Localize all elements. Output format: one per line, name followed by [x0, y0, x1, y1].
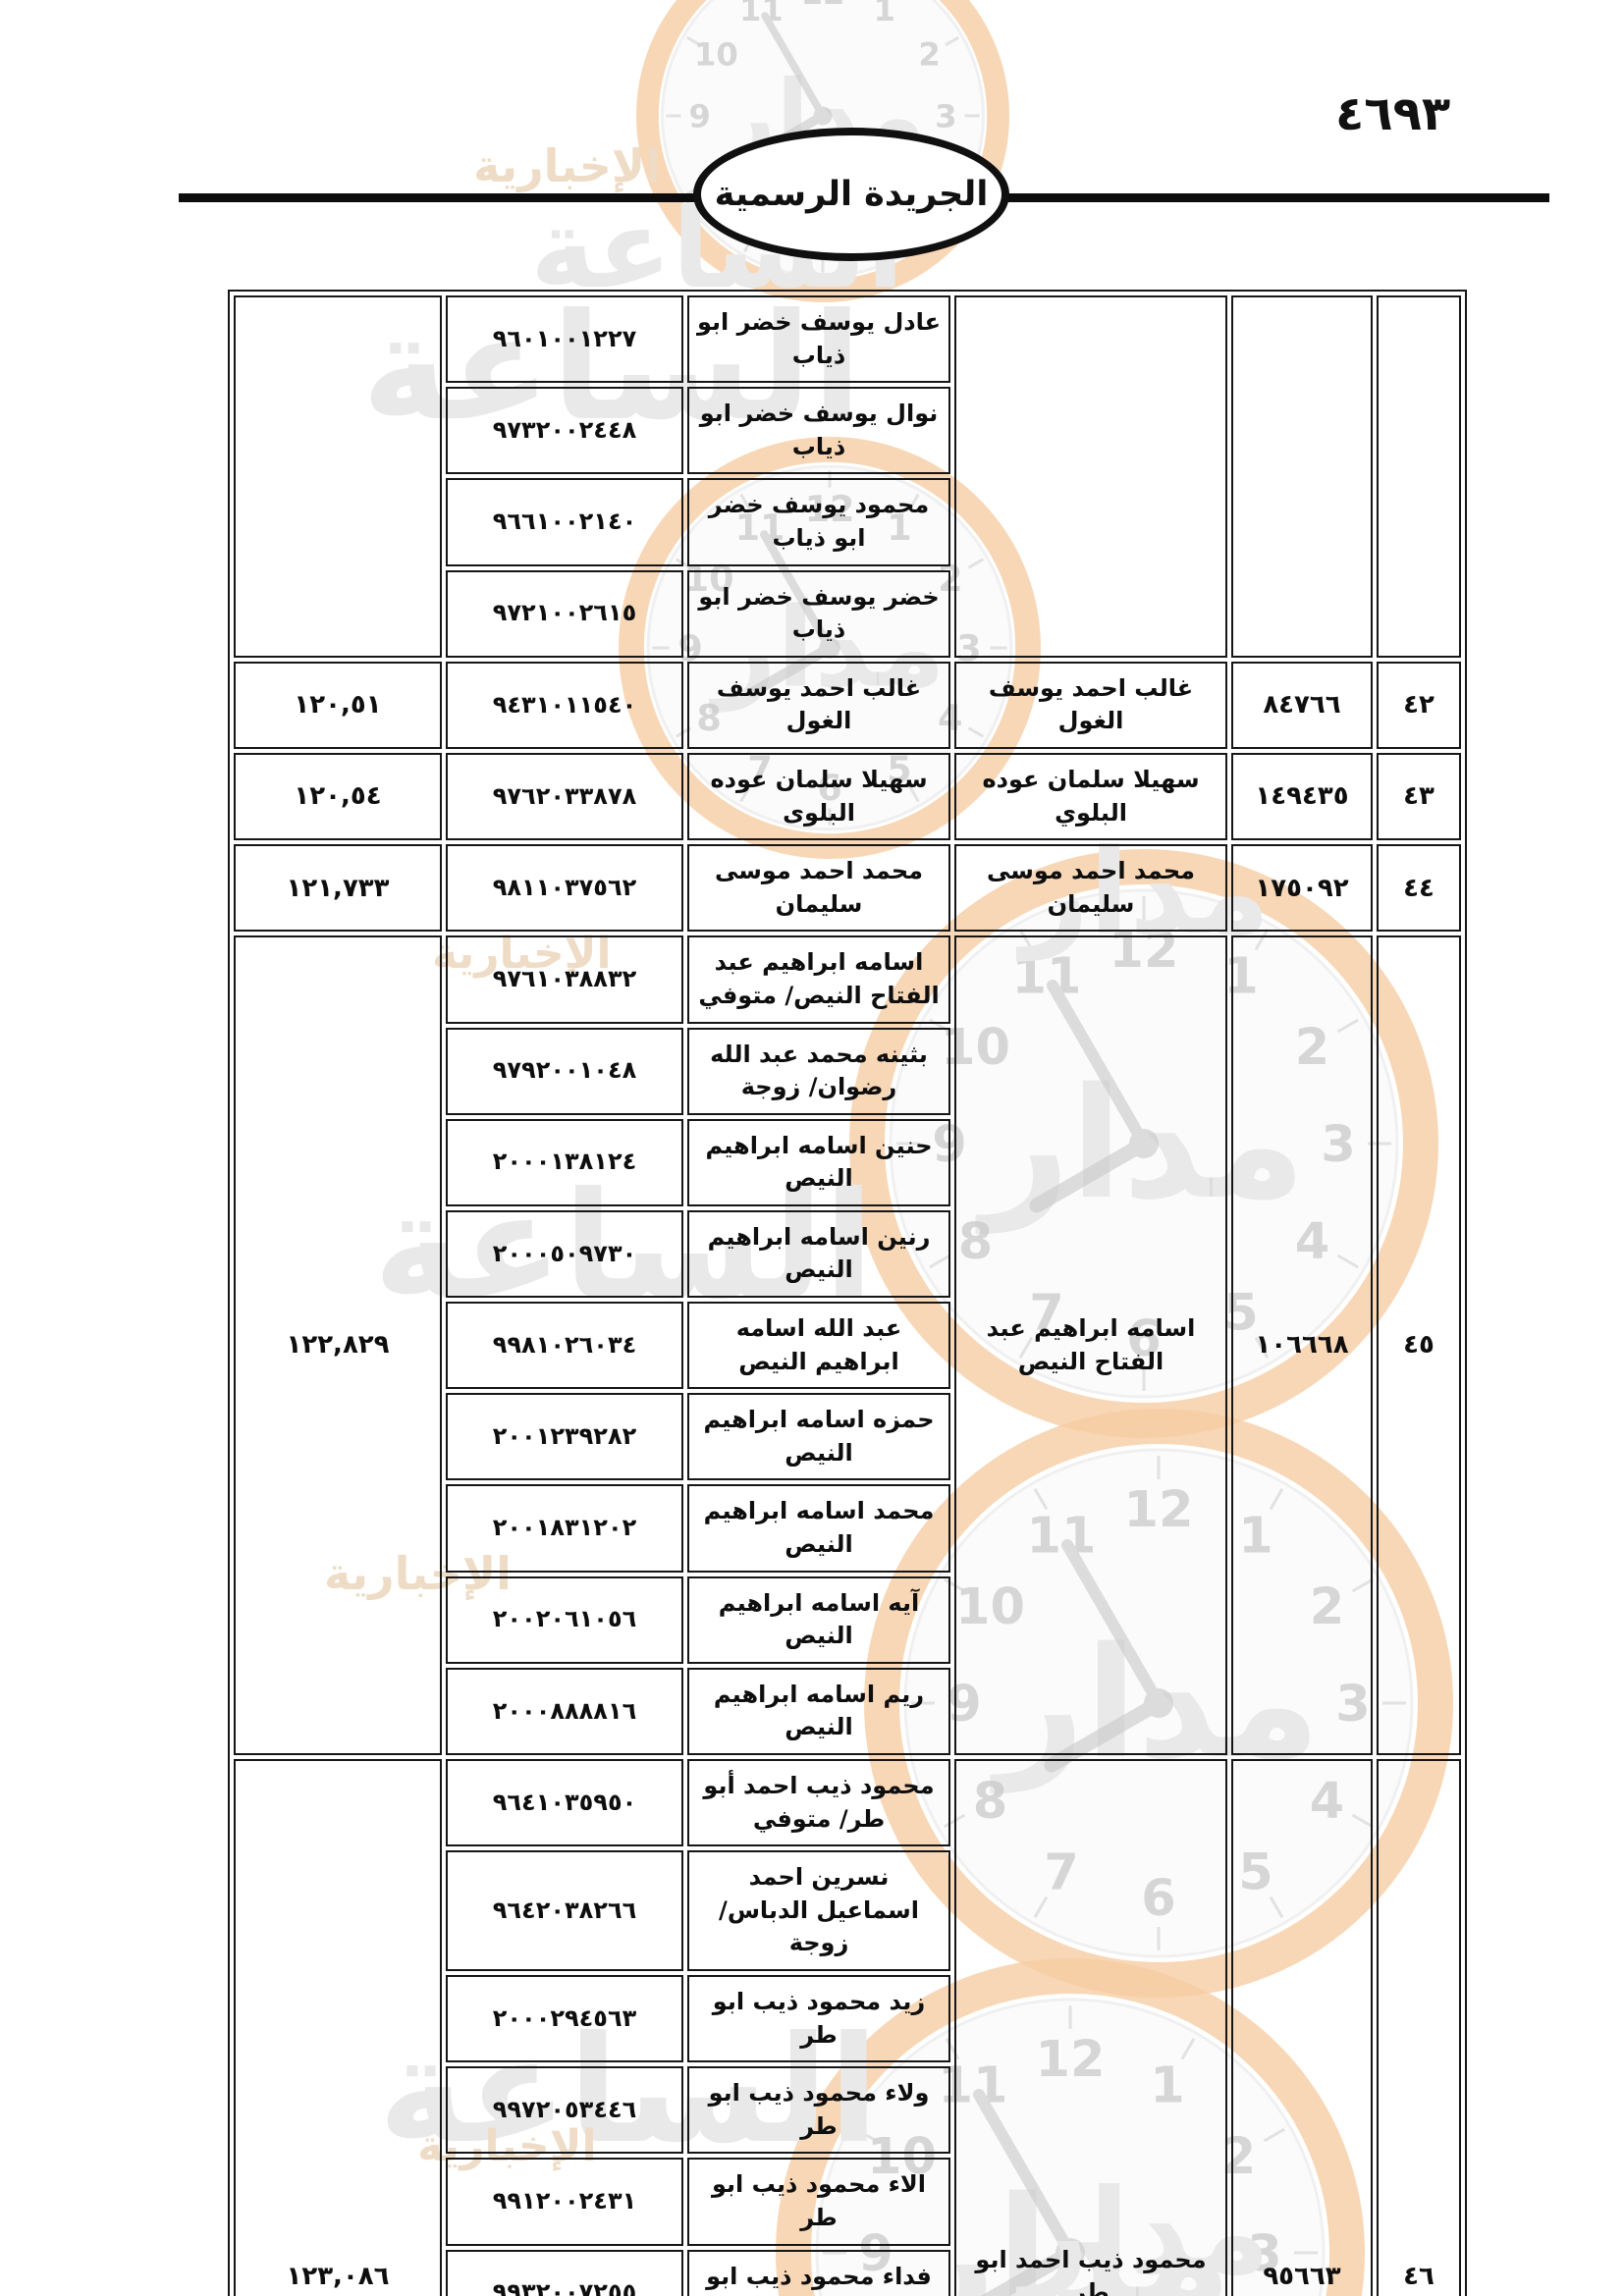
member-name-cell: عبد الله اسامه ابراهيم النيص — [687, 1302, 950, 1390]
watermark-clock-number: 9 — [688, 97, 710, 134]
amount-cell: ١٢٠,٥١ — [234, 661, 442, 749]
member-name-cell: اسامه ابراهيم عبد الفتاح النيص/ متوفي — [687, 935, 950, 1024]
national-id-cell: ٩٨١١٠٣٧٥٦٢ — [446, 844, 683, 933]
member-name-cell: بثينه محمد عبد الله رضوان/ زوجة — [687, 1027, 950, 1115]
watermark-clock-number: 12 — [801, 0, 845, 12]
member-name-cell: عادل يوسف خضر ابو ذياب — [687, 295, 950, 384]
member-name-cell: زيد محمود ذيب ابو طر — [687, 1974, 950, 2063]
main-heir-name-cell: محمد احمد موسى سليمان — [954, 844, 1227, 933]
serial-cell: ٤٦ — [1377, 1759, 1461, 2296]
watermark-text: الإخبارية — [473, 139, 661, 192]
member-name-cell: نسرين احمد اسماعيل الدباس/ زوجة — [687, 1850, 950, 1971]
national-id-cell: ٩٦٠١٠٠١٢٢٧ — [446, 295, 683, 384]
member-name-cell: رنين اسامه ابراهيم النيص — [687, 1209, 950, 1299]
serial-cell: ٤٤ — [1377, 844, 1461, 933]
serial-cell: ٤٥ — [1377, 935, 1461, 1755]
table-row: ٤٥ ١٠٦٦٦٨ اسامه ابراهيم عبد الفتاح النيص اس… — [234, 935, 1461, 1755]
national-id-cell: ٩٩٣٢٠٠٧٢٥٥ — [446, 2249, 683, 2296]
national-id-cell: ٢٠٠٠١٣٨١٢٤ — [446, 1118, 683, 1206]
table-row: عادل يوسف خضر ابو ذياب ٩٦٠١٠٠١٢٢٧ — [234, 295, 1461, 658]
main-heir-name-cell — [954, 295, 1227, 658]
amount-cell: ١٢٢,٨٢٩ — [234, 935, 442, 1755]
national-id-cell: ٢٠٠٠٨٨٨٨١٦ — [446, 1667, 683, 1755]
national-id-cell: ٩٧٦٢٠٣٣٨٧٨ — [446, 752, 683, 841]
gazette-title: الجريدة الرسمية — [714, 175, 989, 214]
serial-cell — [1377, 295, 1461, 658]
member-name-cell: الاء محمود ذيب ابو طر — [687, 2158, 950, 2246]
national-id-cell: ٩٦٤١٠٣٥٩٥٠ — [446, 1759, 683, 1847]
national-id-cell: ٩٧٣٢٠٠٢٤٤٨ — [446, 387, 683, 475]
amount-cell: ١٢١,٧٣٣ — [234, 844, 442, 933]
member-name-cell: حنين اسامه ابراهيم النيص — [687, 1118, 950, 1206]
amount-cell: ١٢٠,٥٤ — [234, 752, 442, 841]
national-id-cell: ٢٠٠٠٥٠٩٧٣٠ — [446, 1209, 683, 1299]
case-number-cell — [1231, 295, 1373, 658]
member-name-cell: محمود يوسف خضر ابو ذياب — [687, 478, 950, 566]
national-id-cell: ٢٠٠١٨٣١٢٠٢ — [446, 1484, 683, 1573]
case-number-cell: ١٠٦٦٦٨ — [1231, 935, 1373, 1755]
main-heir-name-cell: محمود ذيب احمد ابو طر — [954, 1759, 1227, 2296]
member-name-cell: سهيلا سلمان عوده البلوى — [687, 752, 950, 841]
member-name-cell: محمد احمد موسى سليمان — [687, 844, 950, 933]
watermark-clock-number: 3 — [935, 97, 956, 134]
national-id-cell: ٩٧٦١٠٣٨٨٣٢ — [446, 935, 683, 1024]
national-id-cell: ٩٤٣١٠١١٥٤٠ — [446, 661, 683, 749]
case-number-cell: ٨٤٧٦٦ — [1231, 661, 1373, 749]
case-number-cell: ١٧٥٠٩٢ — [1231, 844, 1373, 933]
table-row: ٤٢ ٨٤٧٦٦ غالب احمد يوسف الغول غالب احمد يوس… — [234, 661, 1461, 749]
national-id-cell: ٩٦٦١٠٠٢١٤٠ — [446, 478, 683, 566]
watermark-clock-number: 11 — [739, 0, 784, 28]
national-id-cell: ٩٧٢١٠٠٢٦١٥ — [446, 569, 683, 658]
serial-cell: ٤٢ — [1377, 661, 1461, 749]
main-heir-name-cell: غالب احمد يوسف الغول — [954, 661, 1227, 749]
table-row: محمد اسامه ابراهيم النيص ٢٠٠١٨٣١٢٠٢ — [234, 1484, 1461, 1573]
national-id-cell: ٢٠٠٠٢٩٤٥٦٣ — [446, 1974, 683, 2063]
watermark-clock-number: 2 — [918, 36, 940, 74]
records-table: عادل يوسف خضر ابو ذياب ٩٦٠١٠٠١٢٢٧ نوال يوس… — [228, 290, 1467, 2296]
national-id-cell: ٩٩٧٢٠٥٣٤٤٦ — [446, 2066, 683, 2155]
main-heir-name-cell: اسامه ابراهيم عبد الفتاح النيص — [954, 935, 1227, 1755]
case-number-cell: ٩٥٦٦٣ — [1231, 1759, 1373, 2296]
member-name-cell: نوال يوسف خضر ابو ذياب — [687, 387, 950, 475]
table-row: ٤٦ ٩٥٦٦٣ محمود ذيب احمد ابو طر محمود ذيب اح… — [234, 1759, 1461, 2296]
national-id-cell: ٩٩٨١٠٢٦٠٣٤ — [446, 1302, 683, 1390]
table-row: ٤٣ ١٤٩٤٣٥ سهيلا سلمان عوده البلوي سهيلا سلم… — [234, 752, 1461, 841]
main-heir-name-cell: سهيلا سلمان عوده البلوي — [954, 752, 1227, 841]
member-name-cell: غالب احمد يوسف الغول — [687, 661, 950, 749]
member-name-cell: فداء محمود ذيب ابو طر — [687, 2249, 950, 2296]
records-table-body: عادل يوسف خضر ابو ذياب ٩٦٠١٠٠١٢٢٧ نوال يوس… — [234, 295, 1461, 2296]
gazette-seal: الجريدة الرسمية — [693, 128, 1009, 261]
member-name-cell: محمد اسامه ابراهيم النيص — [687, 1484, 950, 1573]
amount-cell: ١٢٣,٠٨٦ — [234, 1759, 442, 2296]
national-id-cell: ٢٠٠١٢٣٩٢٨٢ — [446, 1393, 683, 1481]
serial-cell: ٤٣ — [1377, 752, 1461, 841]
member-name-cell: خضر يوسف خضر ابو ذياب — [687, 569, 950, 658]
member-name-cell: ريم اسامه ابراهيم النيص — [687, 1667, 950, 1755]
member-name-cell: محمود ذيب احمد أبو طر/ متوفي — [687, 1759, 950, 1847]
watermark-clock-number: 1 — [873, 0, 894, 28]
page-number: ٤٦٩٣ — [1335, 86, 1451, 141]
watermark-clock-number: 10 — [694, 36, 738, 74]
national-id-cell: ٩٦٤٢٠٣٨٢٦٦ — [446, 1850, 683, 1971]
national-id-cell: ٩٧٩٢٠٠١٠٤٨ — [446, 1027, 683, 1115]
member-name-cell: آيه اسامه ابراهيم النيص — [687, 1575, 950, 1664]
member-name-cell: حمزه اسامه ابراهيم النيص — [687, 1393, 950, 1481]
national-id-cell: ٩٩١٢٠٠٢٤٣١ — [446, 2158, 683, 2246]
table-row: ٤٤ ١٧٥٠٩٢ محمد احمد موسى سليمان محمد احمد م… — [234, 844, 1461, 933]
table-row: نوال يوسف خضر ابو ذياب ٩٧٣٢٠٠٢٤٤٨ — [234, 387, 1461, 475]
case-number-cell: ١٤٩٤٣٥ — [1231, 752, 1373, 841]
national-id-cell: ٢٠٠٢٠٦١٠٥٦ — [446, 1575, 683, 1664]
amount-cell — [234, 295, 442, 658]
member-name-cell: ولاء محمود ذيب ابو طر — [687, 2066, 950, 2155]
